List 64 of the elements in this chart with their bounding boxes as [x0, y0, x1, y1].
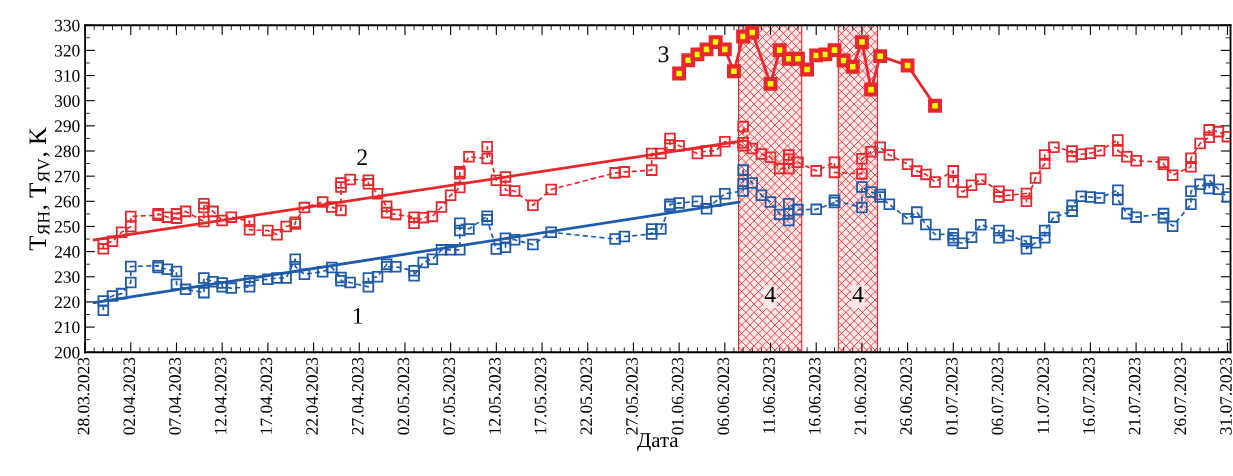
y-tick-label: 320: [55, 44, 80, 57]
x-tick-label: 07.05.2023: [443, 357, 456, 435]
x-tick-label: 02.04.2023: [123, 357, 136, 435]
y-tick-label: 250: [54, 220, 80, 233]
x-tick-label: 02.05.2023: [397, 357, 410, 435]
x-tick-label: 26.07.2023: [1174, 357, 1187, 435]
point: [717, 42, 732, 57]
x-tick-label: 06.07.2023: [991, 357, 1004, 435]
x-tick-label: 11.07.2023: [1037, 357, 1050, 434]
x-tick-label: 22.04.2023: [306, 357, 318, 435]
point: [772, 43, 787, 58]
y-tick-label: 260: [54, 195, 80, 208]
point: [900, 58, 915, 73]
x-tick-label: 06.06.2023: [717, 357, 730, 435]
y-tick-label: 300: [55, 95, 80, 107]
band-label: 4: [852, 286, 864, 303]
y-tick-label: 280: [54, 145, 80, 158]
y-tick-label: 210: [54, 321, 80, 334]
y-tick-label: 290: [54, 120, 80, 133]
point: [763, 76, 778, 91]
point: [827, 43, 842, 58]
x-tick-label: 07.04.2023: [169, 357, 181, 435]
series-label: 3: [658, 46, 669, 63]
x-tick-label: 27.05.2023: [626, 357, 638, 435]
x-tick-label: 16.06.2023: [808, 357, 821, 434]
x-tick-label: 12.04.2023: [214, 357, 227, 434]
x-tick-label: 16.07.2023: [1083, 357, 1095, 434]
y-tick-label: 240: [54, 246, 80, 258]
x-tick-label: 21.07.2023: [1128, 357, 1141, 435]
x-tick-label: 17.05.2023: [534, 357, 547, 434]
point: [864, 82, 879, 97]
x-tick-label: 01.07.2023: [945, 357, 958, 435]
point: [873, 49, 888, 64]
y-tick-label: 330: [55, 19, 80, 32]
x-tick-label: 26.06.2023: [900, 357, 913, 435]
series-label: 1: [353, 307, 363, 324]
band-label: 4: [764, 286, 776, 303]
point: [854, 35, 869, 50]
point: [845, 59, 860, 74]
y-axis-title: T$_{ЯН}$, T$_{ЯV}$, K: [29, 127, 50, 251]
point: [800, 62, 815, 77]
y-tick-label: 230: [54, 271, 80, 283]
x-tick-label: 28.03.2023: [77, 357, 90, 435]
x-tick-label: 11.06.2023: [763, 357, 775, 434]
x-tick-label: 12.05.2023: [488, 357, 501, 434]
x-tick-label: 31.07.2023: [1220, 357, 1232, 435]
y-tick-label: 310: [55, 70, 80, 82]
x-tick-label: 17.04.2023: [260, 357, 273, 434]
y-tick-label: 200: [54, 346, 80, 359]
x-tick-label: 21.06.2023: [854, 357, 867, 435]
y-tick-label: 220: [54, 296, 80, 309]
point: [790, 51, 805, 66]
x-tick-label: 27.04.2023: [351, 357, 364, 435]
point: [745, 25, 760, 40]
point: [708, 35, 723, 50]
point: [672, 66, 687, 81]
series-label: 2: [357, 149, 367, 165]
x-tick-label: 22.05.2023: [580, 357, 593, 435]
x-tick-label: 01.06.2023: [671, 357, 684, 435]
point: [690, 47, 705, 62]
point: [727, 64, 741, 79]
x-axis-title: Дата: [637, 433, 679, 452]
y-tick-label: 270: [54, 170, 80, 183]
point: [928, 98, 942, 113]
